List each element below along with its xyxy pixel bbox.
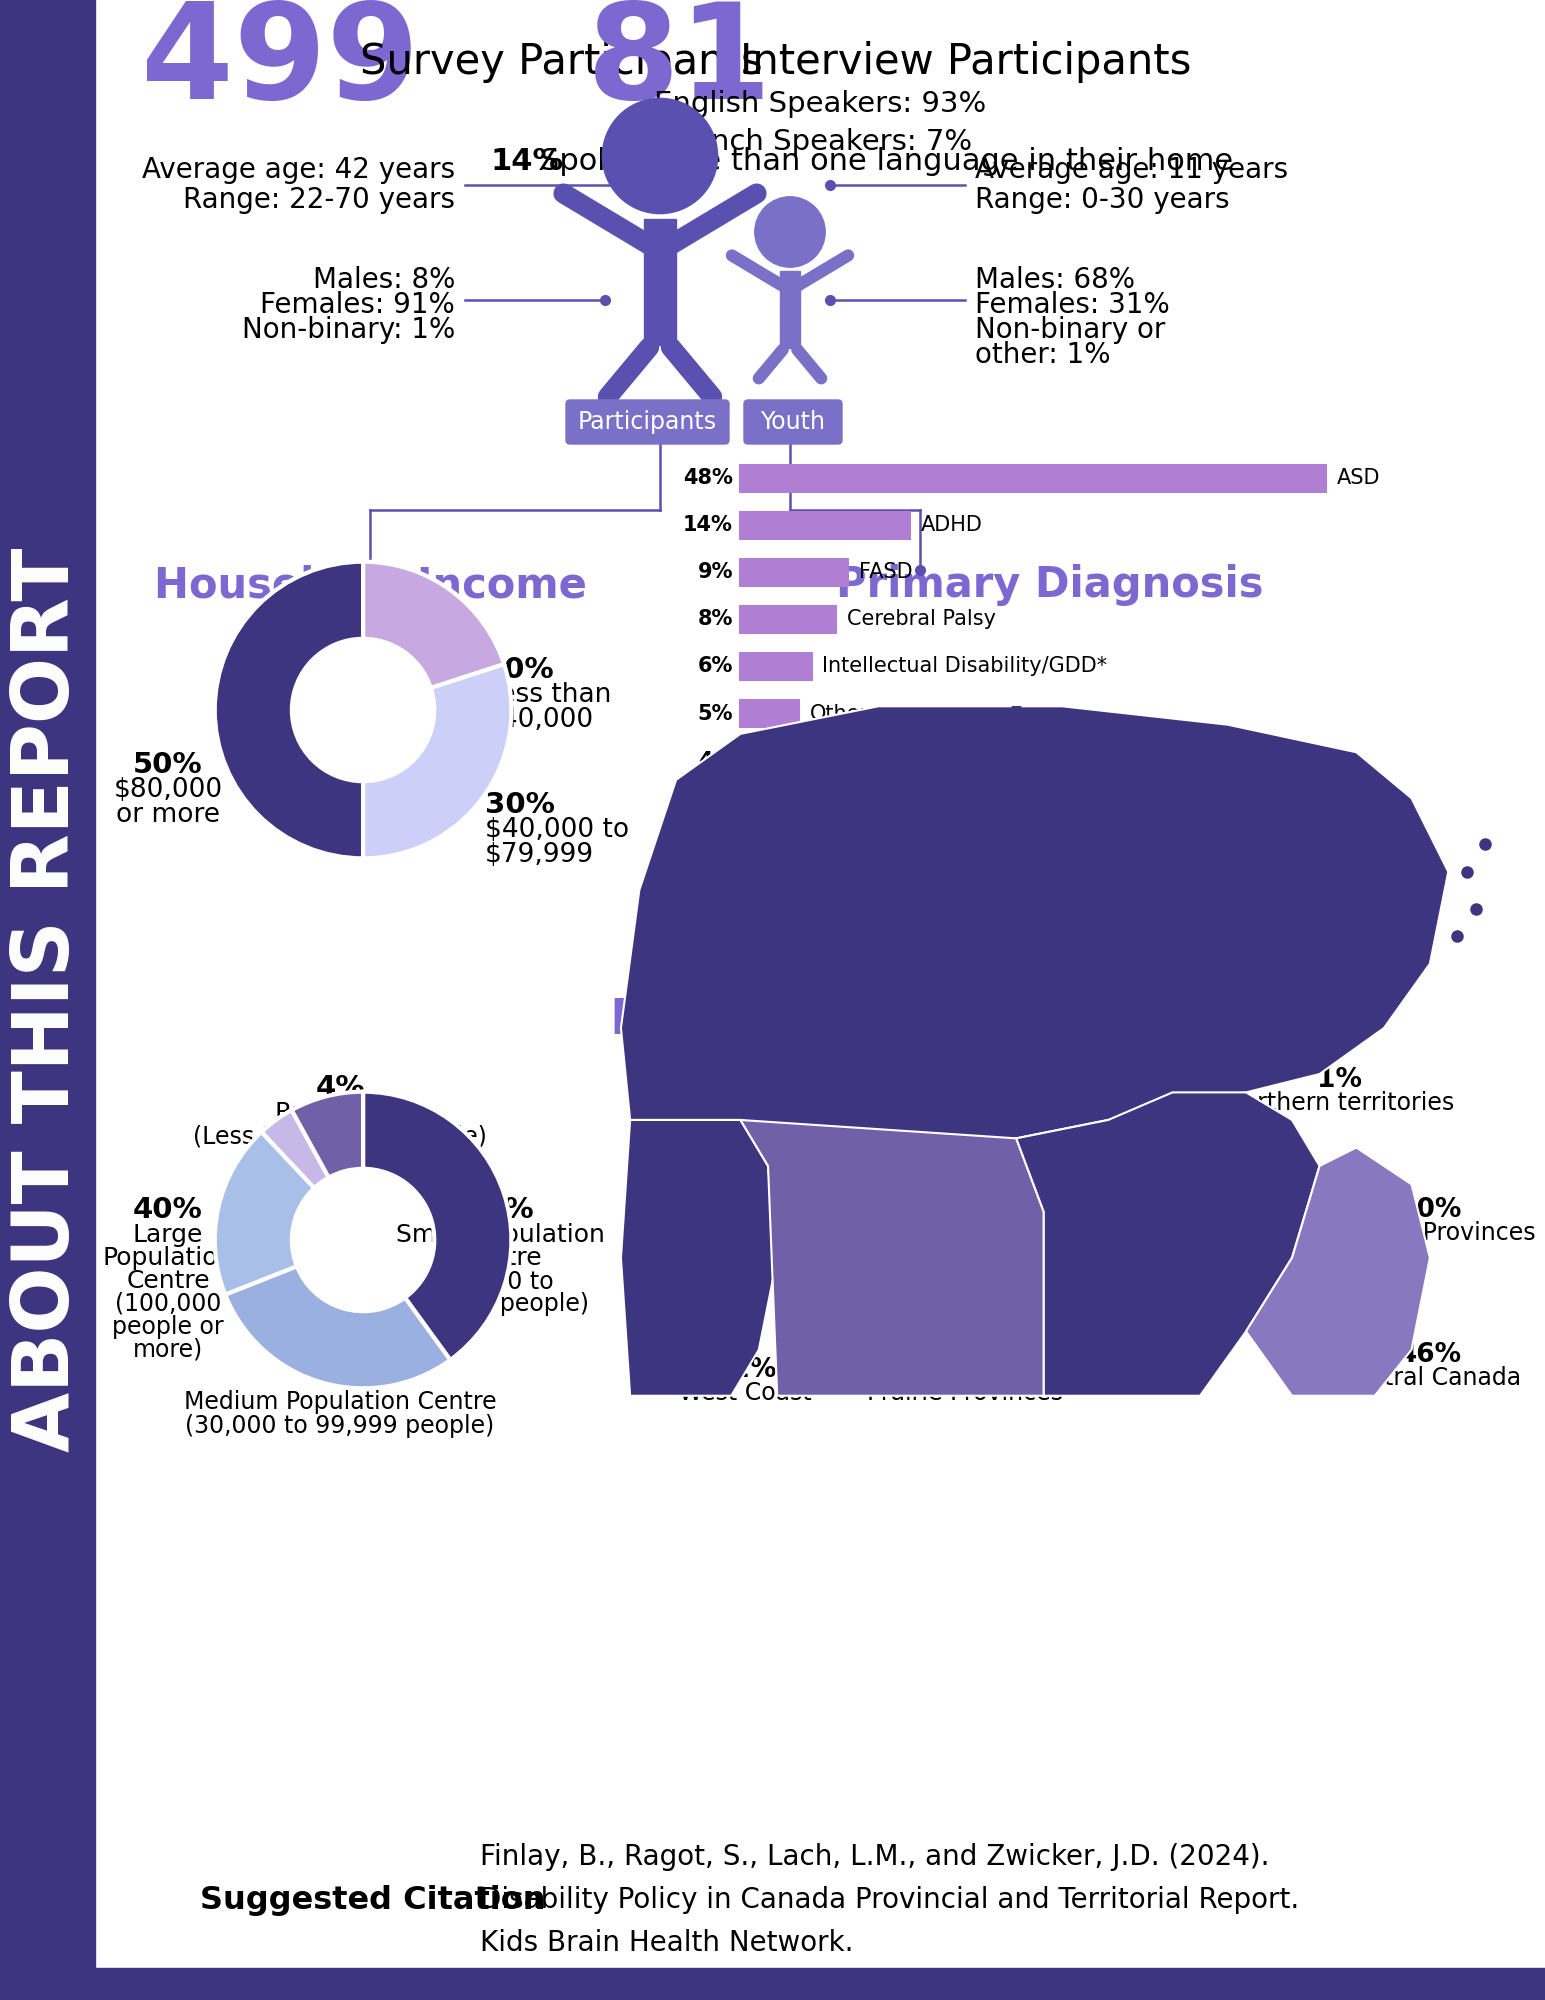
Text: $80,000: $80,000 [113,776,222,802]
Text: Household Income: Household Income [153,564,587,606]
Text: more): more) [133,1338,202,1362]
FancyBboxPatch shape [565,400,729,444]
Text: 40%: 40% [870,918,939,946]
Text: 1%: 1% [1318,1068,1363,1092]
Text: Prairie Provinces: Prairie Provinces [867,1380,1063,1404]
Text: Centre: Centre [459,1246,542,1270]
Text: Location: Location [610,996,850,1044]
Text: Survey Participants: Survey Participants [360,40,763,82]
Text: Interview Participants: Interview Participants [740,40,1191,82]
Text: Small Population: Small Population [396,1222,604,1248]
Text: Males: 68%: Males: 68% [975,266,1136,294]
Text: 30%: 30% [485,790,555,820]
Text: 14%: 14% [490,148,562,176]
Text: 50%: 50% [133,750,202,778]
FancyArrow shape [780,270,800,348]
Text: people or: people or [113,1316,224,1340]
Text: Finlay, B., Ragot, S., Lach, L.M., and Zwicker, J.D. (2024).
Disability Policy i: Finlay, B., Ragot, S., Lach, L.M., and Z… [480,1842,1299,1958]
FancyArrow shape [644,218,677,344]
Text: Atlantic Provinces: Atlantic Provinces [1324,1220,1536,1244]
Text: Range: 22-70 years: Range: 22-70 years [182,186,454,214]
Text: Males: 8%: Males: 8% [312,266,454,294]
Text: 19%: 19% [304,1358,375,1386]
Text: 31%: 31% [933,1356,997,1384]
Text: (30,000 to 99,999 people): (30,000 to 99,999 people) [185,1414,494,1438]
Text: $79,999: $79,999 [485,842,595,868]
Text: English Speakers: 93%
French Speakers: 7%: English Speakers: 93% French Speakers: 7… [654,90,986,156]
Text: Non-binary or: Non-binary or [975,316,1165,344]
FancyBboxPatch shape [745,400,842,444]
Text: ABOUT THIS REPORT: ABOUT THIS REPORT [9,548,85,1452]
Text: Range: 0-30 years: Range: 0-30 years [975,186,1230,214]
Text: Average age: 42 years: Average age: 42 years [142,156,454,184]
Text: 4%: 4% [315,1074,365,1102]
Text: 81: 81 [587,0,772,128]
Circle shape [603,98,717,214]
Text: Rural Area: Rural Area [275,1100,405,1124]
Text: Northern territories: Northern territories [1225,1092,1455,1116]
Text: Population: Population [102,1246,233,1270]
Text: $40,000: $40,000 [485,708,595,732]
Text: (100,000: (100,000 [114,1292,221,1316]
Text: 46%: 46% [1398,1342,1462,1368]
Text: (Less than 1,000 people): (Less than 1,000 people) [193,1124,487,1148]
Text: Spoke more than one language in their home: Spoke more than one language in their ho… [541,148,1233,176]
Text: or more: or more [116,802,219,828]
Text: Youth: Youth [760,410,825,434]
Circle shape [756,196,825,268]
Text: Primary Diagnosis: Primary Diagnosis [836,564,1264,606]
Text: Participants: Participants [578,410,717,434]
Text: Average age: 11 years: Average age: 11 years [975,156,1289,184]
Text: Suggested Citation: Suggested Citation [199,1884,545,1916]
Text: 29,999 people): 29,999 people) [411,1292,590,1316]
Text: 20%: 20% [485,656,555,684]
Text: 29%: 29% [465,1196,535,1224]
Text: Females: 31%: Females: 31% [975,290,1170,318]
Text: 499: 499 [141,0,419,128]
Text: *GDD = Global Developmental Delay: *GDD = Global Developmental Delay [870,948,1310,972]
Text: Females: 91%: Females: 91% [260,290,454,318]
Text: 40%: 40% [133,1196,202,1224]
Text: West Coast: West Coast [678,1380,811,1404]
Text: Centre: Centre [127,1270,210,1294]
Text: Medium Population Centre: Medium Population Centre [184,1390,496,1414]
Text: (1,000 to: (1,000 to [447,1270,553,1294]
Text: other: 1%: other: 1% [975,340,1111,368]
Text: Non-binary: 1%: Non-binary: 1% [241,316,454,344]
Text: 10%: 10% [1398,1196,1462,1222]
Bar [0,1968,1545,2000]
Bar [0,0,94,2000]
Text: Large: Large [133,1222,204,1248]
Text: 12%: 12% [714,1356,777,1384]
Text: Have more than one diagnosis: Have more than one diagnosis [919,920,1324,946]
Text: Less than: Less than [485,682,612,708]
Text: $40,000 to: $40,000 to [485,816,629,844]
Text: Central Canada: Central Canada [1338,1366,1522,1390]
